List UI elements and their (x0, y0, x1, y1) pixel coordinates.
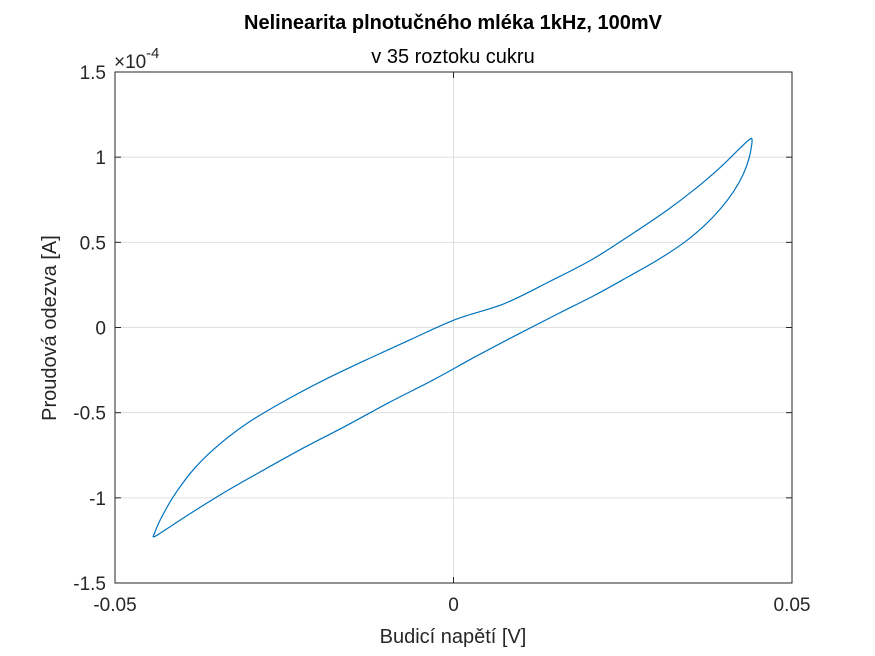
y-exponent-base: ×10 (114, 52, 146, 73)
y-exponent-power: -4 (146, 45, 159, 62)
y-tick-label: -0.5 (73, 404, 106, 425)
chart-title: Nelinearita plnotučného mléka 1kHz, 100m… (244, 12, 663, 34)
series-line (152, 137, 753, 538)
y-axis-label: Proudová odezva [A] (39, 235, 61, 421)
x-axis-label: Budicí napětí [V] (380, 626, 527, 648)
y-tick-label: -1 (89, 489, 106, 510)
x-tick-label: -0.05 (93, 595, 136, 616)
y-tick-label: -1.5 (73, 574, 106, 595)
y-tick-label: 1.5 (80, 63, 106, 84)
ticks: -0.05 0 0.05 -1.5 -1 -0.5 0 0.5 1 1.5 (73, 63, 810, 616)
y-tick-label: 0.5 (80, 233, 106, 254)
y-exponent: ×10 -4 (114, 45, 159, 73)
data-layer (152, 137, 753, 538)
x-tick-label: 0 (448, 595, 459, 616)
plot-area: -0.05 0 0.05 -1.5 -1 -0.5 0 0.5 1 1.5 (73, 63, 810, 616)
x-tick-label: 0.05 (774, 595, 811, 616)
y-tick-label: 1 (95, 148, 106, 169)
y-tick-label: 0 (95, 319, 106, 340)
chart-subtitle: v 35 roztoku cukru (371, 46, 534, 68)
